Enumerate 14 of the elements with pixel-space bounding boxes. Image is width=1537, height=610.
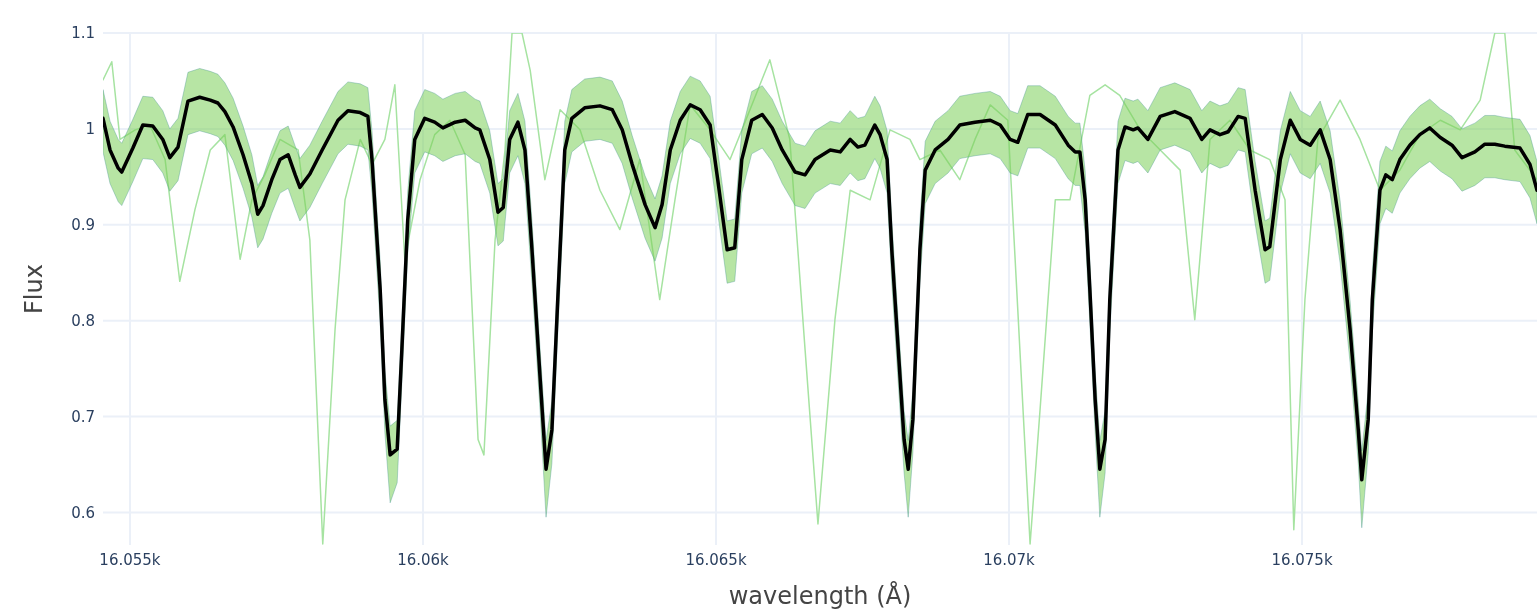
y-tick-label: 0.7 <box>71 407 95 426</box>
x-tick-label: 16.06k <box>397 551 450 569</box>
x-tick-label: 16.075k <box>1271 551 1333 569</box>
x-tick-label: 16.07k <box>983 551 1036 569</box>
y-tick-label: 0.8 <box>71 311 95 330</box>
x-axis-title: wavelength (Å) <box>728 581 912 610</box>
y-tick-label: 0.6 <box>71 503 95 522</box>
line-series <box>103 95 1537 482</box>
y-tick-label: 0.9 <box>71 216 95 235</box>
x-tick-label: 16.055k <box>99 551 161 569</box>
x-tick-label: 16.065k <box>685 551 747 569</box>
y-tick-label: 1 <box>85 120 95 139</box>
y-axis-title: Flux <box>20 264 48 314</box>
y-tick-label: 1.1 <box>71 24 95 43</box>
